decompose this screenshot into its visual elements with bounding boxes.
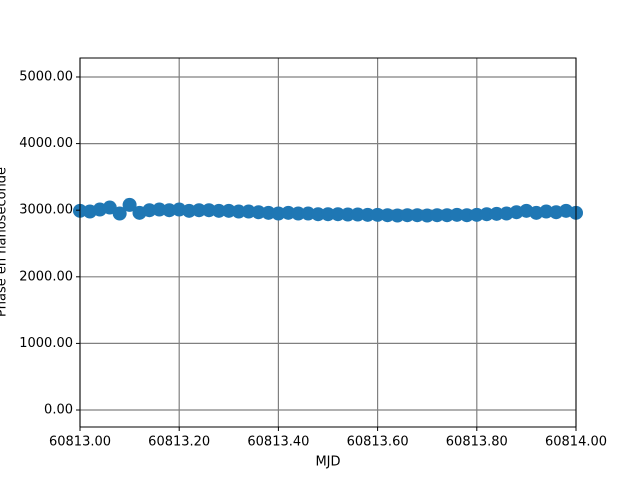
point [211,203,226,218]
point [201,203,216,218]
point [430,208,445,223]
y-axis-label: Phase en nanoseconde [0,167,10,317]
point [152,202,167,217]
grid [79,58,577,427]
point [469,207,484,222]
point [192,203,207,218]
point [479,207,494,222]
point [350,207,365,222]
point [420,208,435,223]
x-tick-label: 60814.00 [545,435,607,450]
point [231,204,246,219]
point [390,208,405,223]
point [271,206,286,221]
y-tick-label: 2000.00 [19,269,73,284]
point [489,206,504,221]
point [281,205,296,220]
marks [73,197,583,223]
point [182,203,197,218]
point [410,208,425,223]
point [360,207,375,222]
point [251,205,266,220]
point [449,207,464,222]
x-tick-label: 60813.20 [148,435,210,450]
x-tick-label: 60813.00 [49,435,111,450]
point [112,206,127,221]
plot-frame [79,57,577,428]
point [539,204,554,219]
point [340,207,355,222]
point [459,208,474,223]
point [122,197,137,212]
point [321,207,335,222]
point [330,207,345,222]
point [370,207,385,222]
x-tick-label: 60813.60 [347,435,409,450]
point [241,204,256,219]
point [162,203,177,218]
y-tick-label: 4000.00 [19,136,73,151]
point [380,208,395,223]
x-tick-label: 60813.40 [247,435,309,450]
point [261,205,276,220]
y-tick-label: 1000.00 [19,336,73,351]
x-tick-label: 60813.80 [446,435,508,450]
point [440,208,455,223]
y-tick-label: 5000.00 [19,69,73,84]
point [311,207,326,222]
point [221,203,236,218]
x-axis-label: MJD [315,455,340,470]
point [301,206,316,221]
y-tick-label: 3000.00 [19,203,73,218]
point [291,206,306,221]
point [142,203,157,218]
y-tick-label: 0.00 [44,403,73,418]
point [400,208,415,223]
